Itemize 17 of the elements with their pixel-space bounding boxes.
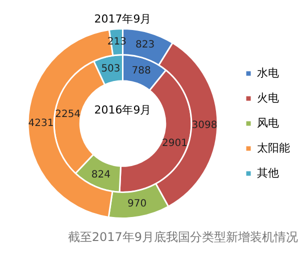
data-label: 2901	[162, 138, 188, 149]
data-label: 4231	[28, 118, 54, 129]
legend-label: 其他	[257, 166, 279, 180]
data-label: 3098	[192, 120, 218, 132]
slice-label: 2016年9月	[94, 104, 152, 117]
legend-label: 太阳能	[257, 141, 290, 154]
text: 截至2017年9月底我国分类型新增装机情况	[66, 229, 299, 246]
legend-label: 水电	[257, 66, 279, 80]
legend-label: 风电	[257, 116, 279, 130]
legend-label: 火电	[257, 91, 279, 104]
data-label: 823	[136, 39, 155, 50]
data-label: 824	[91, 169, 110, 180]
data-label: 970	[128, 198, 147, 210]
data-label: 503	[101, 64, 120, 75]
data-label: 2254	[55, 109, 81, 120]
slice-label: 2017年9月	[94, 12, 152, 26]
data-label: 788	[132, 66, 151, 77]
